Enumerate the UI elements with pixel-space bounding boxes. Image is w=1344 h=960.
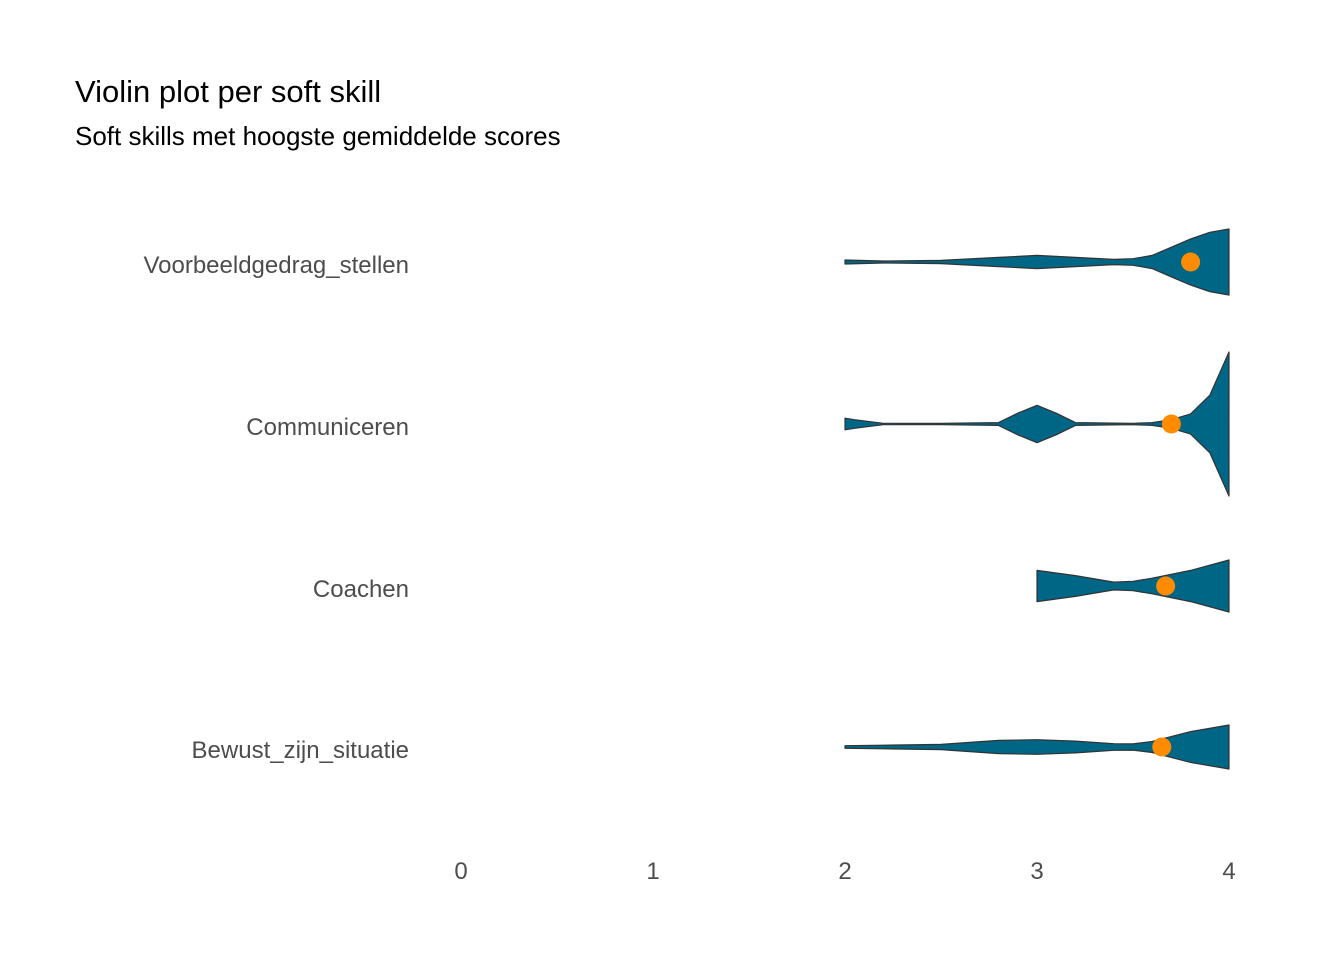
x-axis-tick-labels: 0 1 2 3 4 [454,858,1235,885]
violin-coachen [1036,559,1230,613]
chart-subtitle: Soft skills met hoogste gemiddelde score… [75,121,561,151]
mean-point-bewust-zijn-situatie [1152,737,1172,757]
violin-voorbeeldgedrag-stellen [844,228,1230,296]
chart-title: Violin plot per soft skill [75,74,381,109]
mean-point-voorbeeldgedrag-stellen [1181,252,1201,272]
x-tick-label-0: 0 [454,858,467,885]
category-label-communiceren: Communiceren [246,414,409,441]
violin-communiceren [844,351,1230,497]
x-tick-label-2: 2 [838,858,851,885]
mean-point-communiceren [1161,414,1181,434]
category-label-voorbeeldgedrag-stellen: Voorbeeldgedrag_stellen [143,252,409,279]
mean-point-coachen [1156,576,1176,596]
category-label-bewust-zijn-situatie: Bewust_zijn_situatie [192,737,409,764]
violin-bewust-zijn-situatie [844,724,1230,770]
category-label-coachen: Coachen [313,576,409,603]
category-labels: Voorbeeldgedrag_stellen Communiceren Coach… [143,252,409,764]
violins-layer [844,228,1230,770]
x-tick-label-3: 3 [1030,858,1043,885]
x-tick-label-4: 4 [1222,858,1235,885]
x-tick-label-1: 1 [646,858,659,885]
